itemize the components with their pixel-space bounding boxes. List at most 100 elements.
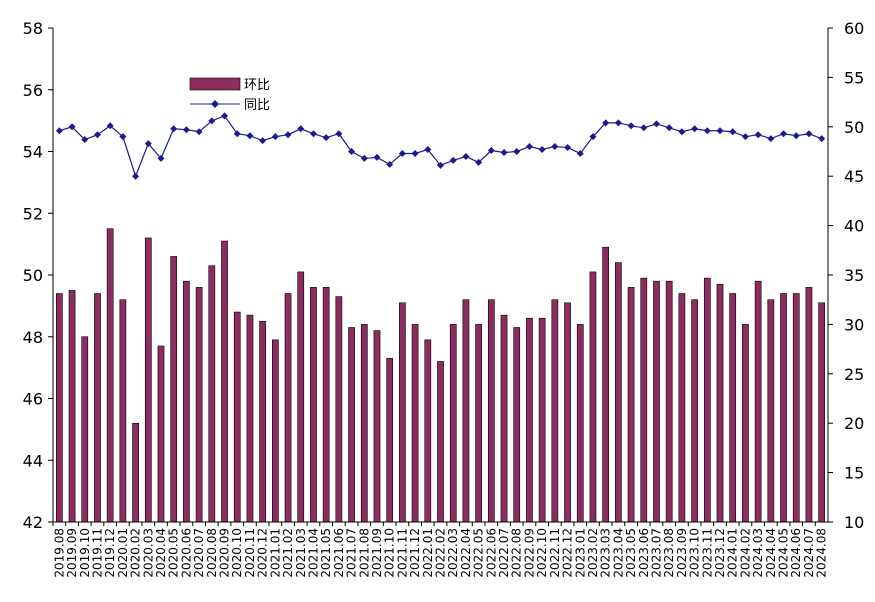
right-tick-label: 30 (844, 315, 864, 334)
bar (183, 280, 190, 523)
line-point (729, 128, 737, 136)
x-tick-label: 2019.11 (90, 528, 104, 578)
line-point (106, 122, 114, 130)
left-tick-label: 44 (23, 451, 43, 470)
right-tick-label: 15 (844, 464, 864, 483)
line-point (221, 112, 229, 120)
x-tick-label: 2021.10 (383, 528, 397, 578)
left-tick-label: 56 (23, 81, 43, 100)
x-tick-label: 2022.08 (510, 528, 524, 578)
bar (805, 287, 813, 523)
x-tick-label: 2019.10 (78, 528, 92, 578)
bar (627, 287, 635, 523)
line-point (119, 133, 127, 141)
x-tick-label: 2020.11 (243, 528, 257, 578)
line-point (513, 148, 521, 155)
line-point (500, 148, 508, 156)
bar (691, 299, 698, 523)
x-tick-label: 2021.03 (294, 528, 308, 578)
line-series-tongbi (55, 112, 826, 180)
x-tick-label: 2021.12 (408, 528, 422, 578)
left-tick-label: 46 (23, 390, 43, 409)
bar (424, 339, 432, 523)
bar (526, 317, 533, 523)
left-tick-label: 58 (23, 19, 43, 38)
line-point (297, 125, 305, 133)
bar (399, 302, 406, 523)
line-point (170, 125, 178, 133)
line-point (93, 131, 101, 139)
right-tick-label: 25 (844, 365, 864, 384)
x-tick-label: 2022.10 (535, 528, 549, 578)
x-tick-label: 2020.02 (129, 528, 143, 578)
bar (157, 345, 165, 523)
line-point (437, 161, 444, 169)
line-point (564, 144, 572, 152)
x-tick-label: 2022.01 (421, 528, 435, 578)
bar (602, 246, 610, 523)
bar (170, 256, 178, 523)
x-tick-label: 2023.05 (624, 528, 638, 578)
x-tick-label: 2021.01 (268, 528, 282, 578)
bar (615, 262, 622, 523)
line-point (602, 119, 610, 127)
left-tick-label: 48 (23, 328, 43, 347)
x-tick-label: 2023.02 (586, 528, 600, 578)
line-point (652, 120, 660, 128)
bar-series-huanbi (55, 228, 825, 523)
legend-marker-tongbi (211, 100, 219, 108)
x-tick-label: 2023.01 (573, 528, 587, 578)
bar (589, 271, 597, 523)
line-point (538, 146, 546, 154)
x-tick-label: 2021.02 (281, 528, 295, 578)
bar (106, 228, 114, 523)
x-tick-label: 2020.05 (167, 528, 181, 578)
left-y-ticks: 42 44 46 48 50 52 54 56 58 (23, 19, 53, 532)
line-point (81, 136, 89, 144)
bar (792, 293, 800, 523)
bar (55, 293, 63, 523)
left-tick-label: 52 (23, 204, 43, 223)
x-tick-label: 2023.07 (649, 528, 663, 578)
right-tick-label: 60 (844, 19, 864, 38)
right-y-ticks: 10 15 20 25 30 35 40 45 50 55 60 (828, 19, 864, 532)
right-tick-label: 20 (844, 414, 864, 433)
x-tick-label: 2024.05 (777, 528, 791, 578)
x-tick-label: 2024.07 (802, 528, 816, 578)
bar (780, 293, 787, 523)
x-tick-label: 2022.03 (446, 528, 460, 578)
bar (500, 314, 508, 523)
bar (538, 317, 546, 523)
x-tick-label: 2023.10 (688, 528, 702, 578)
left-tick-label: 50 (23, 266, 43, 285)
line-point (157, 154, 165, 162)
bar (360, 324, 368, 523)
bar (475, 324, 482, 523)
x-tick-label: 2020.09 (218, 528, 232, 578)
right-tick-label: 45 (844, 167, 864, 186)
x-tick-label: 2020.07 (192, 528, 206, 578)
x-tick-label: 2020.06 (179, 528, 193, 578)
x-tick-label: 2022.07 (497, 528, 511, 578)
bar (68, 290, 76, 523)
x-tick-label: 2020.10 (230, 528, 244, 578)
legend-label-tongbi: 同比 (244, 98, 270, 113)
x-tick-label: 2024.08 (815, 528, 829, 578)
line-point (716, 127, 724, 135)
x-tick-label: 2022.02 (434, 528, 448, 578)
line-point (487, 147, 495, 155)
bar (767, 299, 775, 523)
line-point (284, 131, 292, 139)
x-tick-label: 2020.04 (154, 528, 168, 578)
x-tick-label: 2021.04 (306, 528, 320, 578)
line-point (424, 146, 432, 154)
line-point (475, 158, 483, 166)
right-tick-label: 55 (844, 68, 864, 87)
x-tick-label: 2022.11 (548, 528, 562, 578)
x-tick-label: 2020.03 (141, 528, 155, 578)
x-ticks: 2019.082019.092019.102019.112019.122020.… (52, 522, 829, 578)
bar (195, 287, 203, 523)
bar (322, 287, 330, 523)
line-point (68, 123, 76, 131)
